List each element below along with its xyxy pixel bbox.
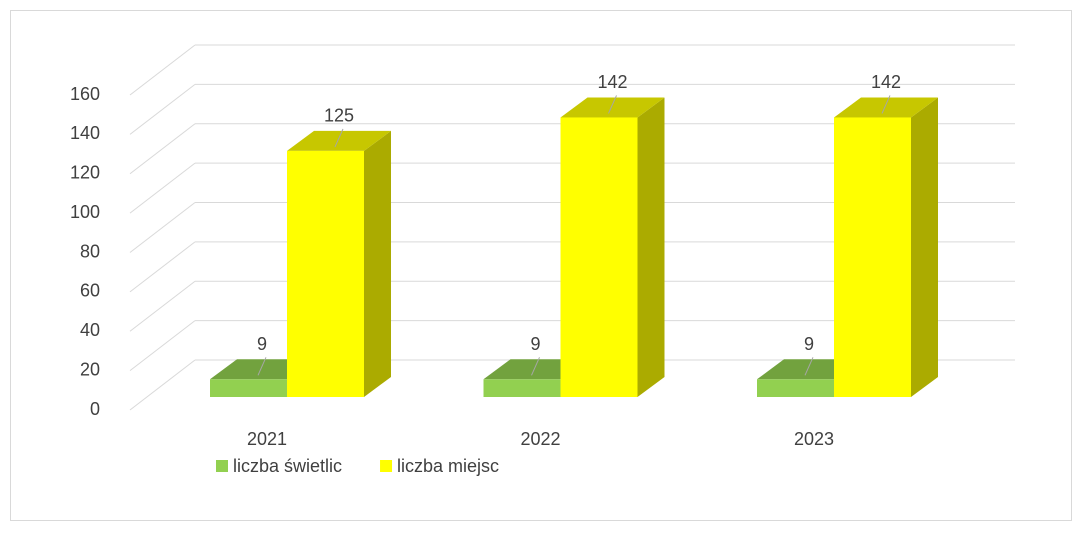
y-tick-label: 20: [80, 359, 100, 379]
legend-swatch: [380, 460, 393, 472]
leader-line: [804, 357, 814, 376]
bar: [287, 150, 364, 397]
data-label: 9: [804, 334, 814, 354]
grid-line-side: [129, 44, 196, 96]
leader-line: [334, 128, 344, 148]
x-tick-label: 2023: [794, 429, 834, 449]
bar-side: [911, 97, 938, 397]
grid-line-side: [129, 123, 196, 175]
bar-side: [364, 130, 391, 397]
bar-top: [287, 130, 391, 151]
data-label: 9: [257, 334, 267, 354]
bar: [560, 117, 638, 397]
data-label: 125: [324, 106, 354, 126]
y-tick-label: 60: [80, 281, 100, 301]
leader-line: [881, 95, 891, 114]
bar: [757, 379, 834, 397]
y-tick-label: 140: [70, 123, 100, 143]
bar-side: [637, 97, 665, 397]
leader-line: [608, 95, 617, 114]
bar: [834, 117, 911, 397]
y-tick-label: 160: [70, 84, 100, 104]
data-label: 9: [530, 334, 540, 354]
y-tick-label: 120: [70, 163, 100, 183]
x-tick-label: 2021: [247, 429, 287, 449]
grid-line-side: [129, 320, 196, 372]
grid-line-side: [129, 359, 196, 411]
bar-top: [834, 97, 938, 118]
y-tick-label: 80: [80, 241, 100, 261]
data-label: 142: [597, 72, 627, 92]
legend-swatch: [216, 460, 228, 472]
grid-line-side: [129, 202, 196, 253]
grid-line-side: [129, 162, 196, 214]
bar: [210, 379, 287, 397]
bar-top: [560, 97, 665, 118]
grid-line-side: [129, 241, 196, 293]
grid-line-side: [129, 280, 196, 332]
leader-line: [531, 357, 540, 376]
grid-line-side: [129, 83, 196, 135]
x-tick-label: 2022: [520, 429, 560, 449]
data-label: 142: [871, 72, 901, 92]
leader-line: [257, 357, 267, 376]
bar: [483, 379, 561, 397]
y-tick-label: 40: [80, 320, 100, 340]
y-tick-label: 0: [90, 399, 100, 419]
y-tick-label: 100: [70, 202, 100, 222]
legend-label: liczba miejsc: [397, 456, 499, 476]
legend-label: liczba świetlic: [233, 456, 342, 476]
